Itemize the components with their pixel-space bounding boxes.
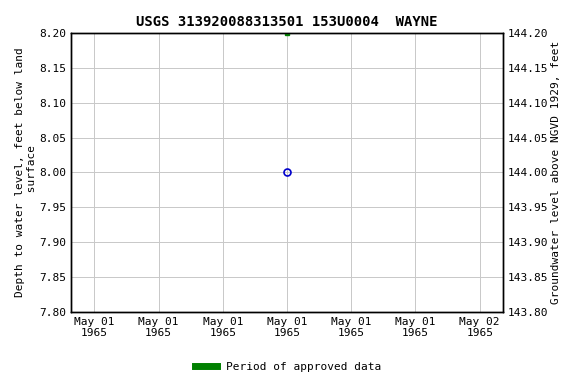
Legend: Period of approved data: Period of approved data — [191, 358, 385, 377]
Y-axis label: Groundwater level above NGVD 1929, feet: Groundwater level above NGVD 1929, feet — [551, 41, 561, 304]
Y-axis label: Depth to water level, feet below land
 surface: Depth to water level, feet below land su… — [15, 48, 37, 297]
Title: USGS 313920088313501 153U0004  WAYNE: USGS 313920088313501 153U0004 WAYNE — [137, 15, 438, 29]
